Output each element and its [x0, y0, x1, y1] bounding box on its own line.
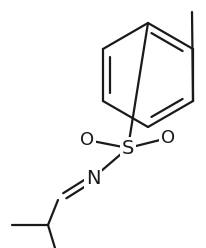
Text: O: O — [161, 129, 175, 147]
Text: S: S — [122, 138, 134, 157]
Text: N: N — [86, 168, 100, 187]
Text: O: O — [80, 131, 94, 149]
